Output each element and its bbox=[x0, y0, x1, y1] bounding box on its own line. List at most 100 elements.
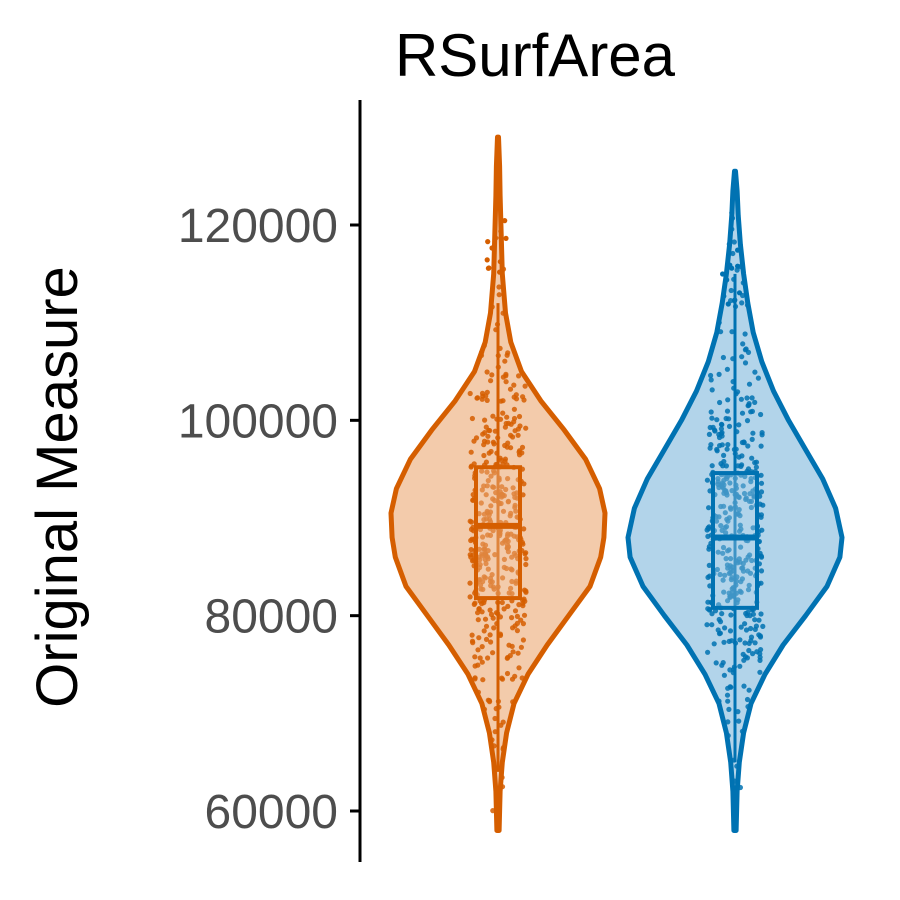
data-point bbox=[758, 647, 764, 653]
data-point bbox=[742, 621, 748, 627]
data-point bbox=[485, 433, 491, 439]
data-point bbox=[733, 582, 739, 588]
data-point bbox=[724, 408, 731, 414]
data-point bbox=[748, 638, 754, 644]
data-point bbox=[501, 606, 507, 612]
data-point bbox=[514, 613, 521, 620]
data-point bbox=[482, 575, 488, 581]
data-point bbox=[736, 290, 743, 296]
data-point bbox=[504, 670, 511, 677]
data-point bbox=[497, 632, 504, 639]
data-point bbox=[737, 522, 743, 528]
data-point bbox=[508, 510, 514, 516]
data-point bbox=[745, 704, 751, 710]
data-point bbox=[722, 525, 728, 531]
data-point bbox=[728, 570, 734, 576]
data-point bbox=[493, 327, 499, 333]
data-point bbox=[729, 638, 735, 644]
data-point bbox=[755, 375, 762, 381]
data-point bbox=[740, 483, 746, 489]
data-point bbox=[486, 427, 492, 433]
data-point bbox=[491, 441, 497, 447]
data-point bbox=[485, 532, 491, 538]
data-point bbox=[519, 444, 526, 450]
data-point bbox=[737, 784, 744, 791]
data-point bbox=[523, 561, 529, 568]
data-point bbox=[736, 507, 742, 513]
y-tick-label: 100000 bbox=[178, 395, 338, 448]
data-point bbox=[745, 587, 752, 593]
data-point bbox=[523, 589, 529, 595]
y-tick-label: 120000 bbox=[178, 200, 338, 253]
data-point bbox=[741, 490, 748, 497]
data-point bbox=[721, 589, 727, 595]
data-point bbox=[480, 393, 486, 399]
data-point bbox=[733, 578, 740, 584]
data-point bbox=[515, 650, 521, 656]
data-point bbox=[728, 287, 734, 294]
data-point bbox=[479, 487, 485, 493]
data-point bbox=[752, 399, 758, 405]
data-point bbox=[475, 617, 481, 623]
data-point bbox=[485, 239, 491, 245]
data-point bbox=[737, 637, 743, 643]
data-point bbox=[489, 737, 495, 743]
data-point bbox=[727, 684, 733, 690]
data-point bbox=[758, 443, 764, 449]
data-point bbox=[744, 418, 751, 424]
data-point bbox=[510, 699, 516, 705]
data-point bbox=[488, 503, 494, 509]
data-point bbox=[728, 577, 735, 583]
data-point bbox=[484, 397, 490, 403]
data-point bbox=[482, 616, 489, 622]
data-point bbox=[748, 625, 754, 632]
data-point bbox=[481, 628, 487, 634]
data-point bbox=[512, 502, 518, 508]
data-point bbox=[746, 582, 752, 588]
data-point bbox=[758, 568, 765, 574]
data-point bbox=[487, 578, 494, 585]
data-point bbox=[489, 304, 495, 310]
data-point bbox=[738, 396, 745, 402]
data-point bbox=[739, 576, 746, 582]
data-point bbox=[475, 647, 481, 653]
data-point bbox=[516, 413, 523, 420]
data-point bbox=[736, 718, 742, 724]
data-point bbox=[513, 578, 520, 584]
data-point bbox=[485, 548, 491, 554]
data-point bbox=[725, 733, 731, 739]
data-point bbox=[735, 389, 741, 395]
data-point bbox=[732, 504, 739, 510]
data-point bbox=[726, 241, 732, 247]
data-point bbox=[724, 446, 730, 452]
data-point bbox=[481, 706, 488, 712]
data-point bbox=[745, 349, 752, 355]
data-point bbox=[752, 626, 758, 633]
data-point bbox=[735, 709, 741, 715]
data-point bbox=[726, 706, 732, 713]
data-point bbox=[738, 526, 744, 532]
data-point bbox=[744, 696, 751, 703]
data-point bbox=[729, 215, 736, 221]
data-point bbox=[717, 571, 723, 578]
data-point bbox=[492, 552, 498, 558]
data-point bbox=[479, 659, 485, 665]
data-point bbox=[514, 620, 521, 627]
data-point bbox=[716, 514, 722, 520]
data-point bbox=[734, 574, 740, 580]
data-point bbox=[488, 378, 494, 384]
data-point bbox=[707, 573, 713, 579]
violin-group-1 bbox=[388, 134, 608, 834]
data-point bbox=[753, 464, 760, 470]
data-point bbox=[714, 417, 720, 423]
data-point bbox=[725, 397, 731, 403]
data-point bbox=[719, 442, 725, 448]
data-point bbox=[516, 602, 522, 608]
data-point bbox=[722, 625, 728, 631]
data-point bbox=[737, 663, 743, 669]
data-point bbox=[509, 615, 515, 621]
data-point bbox=[495, 698, 501, 705]
data-point bbox=[471, 438, 477, 444]
data-point bbox=[488, 611, 495, 618]
data-point bbox=[511, 419, 517, 425]
